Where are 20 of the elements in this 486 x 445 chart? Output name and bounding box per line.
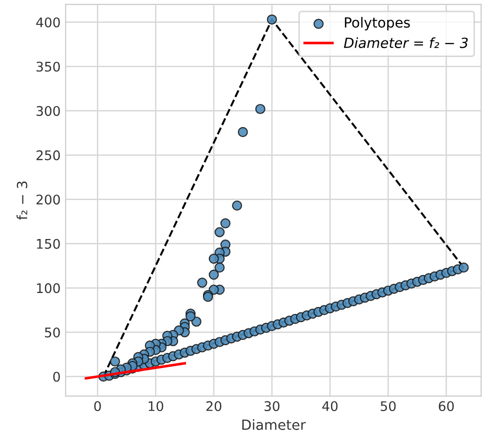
x-axis-title: Diameter [242, 419, 306, 430]
y-tick-label: 350 [36, 62, 60, 72]
x-tick-label: 10 [148, 401, 164, 412]
legend-label: Polytopes [344, 16, 410, 30]
x-tick-label: 50 [380, 401, 396, 412]
y-tick-label: 150 [37, 238, 60, 249]
x-tick-label: 30 [264, 401, 280, 412]
y-tick-label: 400 [36, 17, 60, 28]
x-tick-label: 60 [438, 401, 454, 412]
y-tick-label: 100 [37, 283, 60, 294]
y-tick-label: 50 [44, 327, 60, 338]
y-axis-title: f₂ − 3 [16, 181, 28, 220]
y-tick-label: 200 [36, 194, 60, 205]
y-tick-label: 0 [53, 372, 60, 382]
x-tick-label: 40 [322, 401, 338, 412]
x-tick-label: 20 [206, 401, 222, 412]
y-tick-label: 300 [36, 106, 60, 116]
y-tick-label: 250 [36, 150, 60, 160]
x-tick-label: 0 [94, 401, 101, 412]
legend-label: Diameter = f₂ − 3 [344, 37, 468, 48]
